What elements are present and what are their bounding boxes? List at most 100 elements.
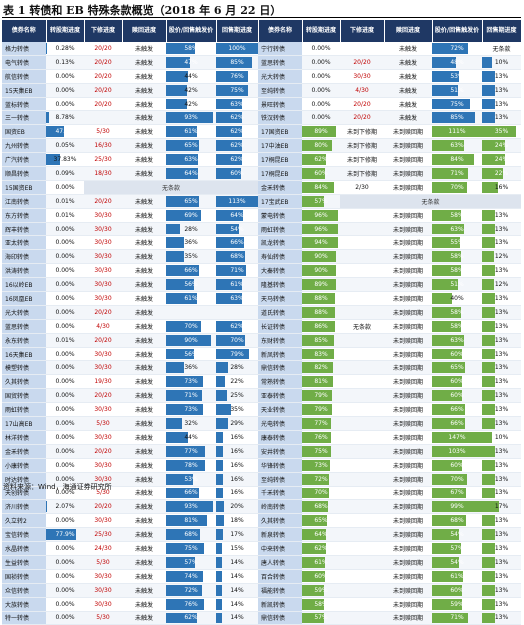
table-cell: 亚太转债	[2, 236, 46, 250]
bar-value: 73%	[314, 462, 327, 469]
table-cell: 雨虹转债	[2, 403, 46, 417]
bar-value: 65%	[184, 142, 197, 149]
bar-cell: 16%	[216, 444, 258, 458]
special-terms-table: 债券名称转股期进度下修进度赎回进度股价/回售触发价回售期进度债券名称转股期进度下…	[2, 20, 522, 625]
table-cell	[340, 583, 384, 597]
bar-cell: 88%	[302, 305, 340, 319]
column-header: 债券名称	[258, 20, 302, 42]
bar-cell: 63%	[432, 333, 482, 347]
bar-value: 0.00%	[55, 392, 74, 399]
table-cell: 未到赎回期	[384, 611, 432, 625]
table-cell: 国资EB	[2, 125, 46, 139]
bar-value: 63%	[450, 226, 463, 233]
bar-cell: 59%	[432, 597, 482, 611]
table-cell	[340, 333, 384, 347]
progress-bar	[482, 571, 495, 582]
table-cell: 长证转债	[258, 319, 302, 333]
table-cell: 雨虹转债	[258, 222, 302, 236]
bar-cell: 13%	[482, 347, 521, 361]
bar-cell: 0.00%	[46, 305, 84, 319]
bar-value: 96%	[314, 226, 327, 233]
table-cell: 国祯转债	[2, 569, 46, 583]
bar-cell: 16%	[216, 486, 258, 500]
table-cell: 未到赎回期	[384, 333, 432, 347]
bar-cell: 93%	[166, 111, 216, 125]
progress-bar	[216, 432, 223, 443]
bar-cell: 68%	[216, 250, 258, 264]
bar-value: 13%	[495, 517, 508, 524]
table-cell	[340, 222, 384, 236]
table-cell: 未触发	[122, 458, 166, 472]
bar-value: 70%	[450, 184, 463, 191]
bar-value: 0.00%	[55, 545, 74, 552]
bar-cell: 22%	[482, 167, 521, 181]
bar-cell: 85%	[302, 333, 340, 347]
bar-value: 17%	[230, 531, 243, 538]
bar-cell: 64%	[166, 167, 216, 181]
table-cell: 25/30	[84, 528, 122, 542]
bar-value: 25%	[230, 392, 243, 399]
bar-cell: 69%	[166, 208, 216, 222]
bar-value: 0.00%	[311, 59, 330, 66]
table-cell: 未触发	[122, 444, 166, 458]
column-header: 下修进度	[84, 20, 122, 42]
table-cell: 未触发	[122, 42, 166, 55]
table-cell: 16以岭EB	[2, 278, 46, 292]
progress-bar	[482, 474, 495, 485]
table-cell: 未触发	[122, 278, 166, 292]
bar-cell: 44%	[166, 69, 216, 83]
bar-cell: 64%	[302, 528, 340, 542]
column-header: 回售期进度	[482, 20, 521, 42]
bar-value: 0.00%	[55, 295, 74, 302]
table-cell: 鼎信转债	[258, 611, 302, 625]
bar-value: 0.00%	[55, 476, 74, 483]
bar-cell: 16%	[216, 472, 258, 486]
table-cell: 2/30	[340, 180, 384, 194]
table-cell: 20/20	[84, 333, 122, 347]
bar-value: 0.01%	[55, 212, 74, 219]
table-cell	[340, 542, 384, 556]
bar-value: 62%	[314, 545, 327, 552]
bar-cell: 8.78%	[46, 111, 84, 125]
bar-value: 0.00%	[55, 323, 74, 330]
bar-cell: 86%	[302, 319, 340, 333]
bar-value: 86%	[314, 323, 327, 330]
bar-value: 70%	[450, 476, 463, 483]
table-cell: 17桐昆EB	[258, 167, 302, 181]
bar-cell: 35%	[482, 125, 521, 139]
progress-bar	[482, 224, 495, 235]
table-cell: 海印转债	[2, 250, 46, 264]
table-cell: 未触发	[384, 111, 432, 125]
table-cell	[340, 347, 384, 361]
bar-value: 59%	[314, 587, 327, 594]
bar-cell: 73%	[166, 375, 216, 389]
bar-cell: 44%	[166, 430, 216, 444]
bar-cell: 47%	[166, 55, 216, 69]
bar-cell: 72%	[432, 42, 482, 55]
progress-bar	[482, 390, 495, 401]
bar-value: 66%	[230, 239, 243, 246]
bar-cell: 0.01%	[46, 333, 84, 347]
table-cell: 0.00%	[46, 180, 84, 194]
table-cell: 20/20	[84, 69, 122, 83]
bar-cell: 62%	[302, 153, 340, 167]
table-cell: 20/20	[340, 111, 384, 125]
table-cell: 30/30	[84, 250, 122, 264]
table-cell: 30/30	[84, 514, 122, 528]
bar-value: 58%	[450, 253, 463, 260]
bar-cell: 58%	[432, 208, 482, 222]
bar-cell: 54%	[216, 222, 258, 236]
bar-cell: 0.00%	[46, 347, 84, 361]
bar-value: 60%	[450, 392, 463, 399]
bar-cell: 0.13%	[46, 55, 84, 69]
bar-value: 0.00%	[55, 434, 74, 441]
bar-cell: 66%	[166, 264, 216, 278]
bar-cell: 63%	[432, 139, 482, 153]
table-cell: 未触发	[122, 55, 166, 69]
bar-cell: 42%	[166, 83, 216, 97]
bar-cell: 66%	[216, 236, 258, 250]
table-cell: 16凤凰EB	[2, 292, 46, 306]
